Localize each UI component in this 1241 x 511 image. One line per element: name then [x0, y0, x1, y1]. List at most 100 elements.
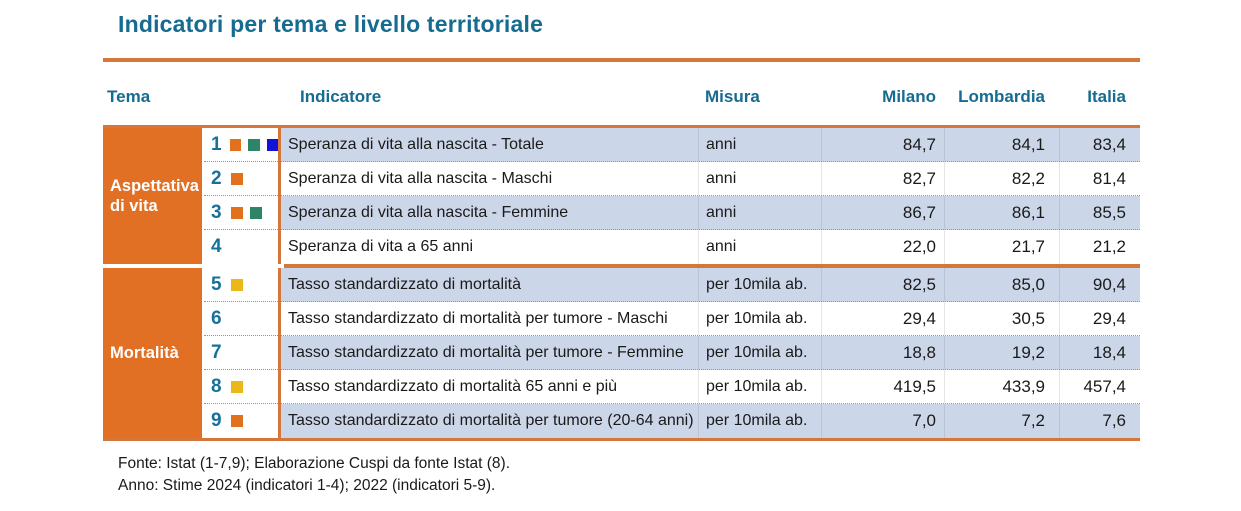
indicator-cell: Tasso standardizzato di mortalità per tu…	[288, 343, 684, 361]
column-header-italia: Italia	[1087, 87, 1126, 106]
lombardia-value: 86,1	[944, 196, 1059, 229]
section-rows: Speranza di vita alla nascita - Totale an…	[281, 128, 1140, 264]
milano-value: 18,8	[821, 336, 944, 369]
misura-cell: anni	[698, 196, 821, 229]
section-divider-rule	[284, 264, 1140, 268]
indicator-number: 1	[211, 133, 222, 155]
italia-value: 90,4	[1059, 268, 1140, 301]
indicator-number-cell: 7	[204, 336, 278, 370]
column-header-tema: Tema	[107, 87, 151, 106]
misura-cell: per 10mila ab.	[698, 302, 821, 335]
lombardia-value: 21,7	[944, 230, 1059, 264]
lombardia-value: 7,2	[944, 404, 1059, 438]
lombardia-value: 82,2	[944, 162, 1059, 195]
misura-cell: anni	[698, 162, 821, 195]
indicator-number: 8	[211, 375, 222, 397]
lombardia-value: 19,2	[944, 336, 1059, 369]
milano-value: 86,7	[821, 196, 944, 229]
indicator-number: 9	[211, 410, 222, 431]
yellow-square-icon	[231, 380, 243, 393]
misura-cell: per 10mila ab.	[698, 370, 821, 403]
green-square-icon	[248, 138, 260, 151]
orange-square-icon	[231, 206, 243, 219]
italia-value: 81,4	[1059, 162, 1140, 195]
lombardia-value: 84,1	[944, 128, 1059, 161]
column-header-indicatore: Indicatore	[300, 87, 382, 106]
misura-cell: per 10mila ab.	[698, 268, 821, 301]
indicator-number-cell: 3	[204, 196, 278, 230]
italia-value: 21,2	[1059, 230, 1140, 264]
italia-value: 83,4	[1059, 128, 1140, 161]
indicator-number-cell: 8	[204, 370, 278, 404]
indicator-number-cell: 1	[204, 128, 278, 162]
table-row: Speranza di vita a 65 anni anni 22,0 21,7 21…	[281, 230, 1140, 264]
misura-cell: per 10mila ab.	[698, 336, 821, 369]
milano-value: 419,5	[821, 370, 944, 403]
misura-cell: anni	[698, 128, 821, 161]
indicator-number: 6	[211, 307, 222, 329]
indicator-number-cell: 9	[204, 404, 278, 438]
orange-square-icon	[230, 138, 242, 151]
indicator-cell: Speranza di vita alla nascita - Maschi	[288, 169, 553, 187]
yellow-square-icon	[231, 278, 243, 291]
table-row: Tasso standardizzato di mortalità per 10m…	[281, 268, 1140, 302]
indicator-cell: Tasso standardizzato di mortalità per tu…	[288, 309, 668, 327]
indicator-number-column: 1 2 3 4	[204, 128, 281, 264]
indicator-number: 5	[211, 273, 222, 295]
title-rule	[103, 58, 1140, 62]
table-row: Tasso standardizzato di mortalità 65 ann…	[281, 370, 1140, 404]
italia-value: 18,4	[1059, 336, 1140, 369]
table-row: Tasso standardizzato di mortalità per tu…	[281, 302, 1140, 336]
italia-value: 85,5	[1059, 196, 1140, 229]
indicator-number-cell: 5	[204, 268, 278, 302]
orange-square-icon	[231, 415, 243, 427]
lombardia-value: 433,9	[944, 370, 1059, 403]
indicator-cell: Speranza di vita alla nascita - Totale	[288, 135, 544, 153]
table-row: Speranza di vita alla nascita - Totale an…	[281, 128, 1140, 162]
milano-value: 82,7	[821, 162, 944, 195]
footer-anno: Anno: Stime 2024 (indicatori 1-4); 2022 …	[118, 477, 496, 494]
theme-label: Mortalità	[103, 268, 204, 438]
indicator-number-cell: 2	[204, 162, 278, 196]
table-row: Tasso standardizzato di mortalità per tu…	[281, 336, 1140, 370]
blue-square-icon	[266, 138, 278, 151]
indicator-cell: Speranza di vita a 65 anni	[288, 238, 474, 255]
indicator-number: 7	[211, 341, 222, 363]
page-title: Indicatori per tema e livello territoria…	[118, 11, 544, 37]
lombardia-value: 85,0	[944, 268, 1059, 301]
section-divider-gap	[103, 264, 284, 268]
italia-value: 7,6	[1059, 404, 1140, 438]
column-header-lombardia: Lombardia	[958, 87, 1045, 106]
section-divider	[103, 264, 1140, 268]
section-rows: Tasso standardizzato di mortalità per 10m…	[281, 268, 1140, 438]
footer-fonte: Fonte: Istat (1-7,9); Elaborazione Cuspi…	[118, 455, 511, 472]
indicator-number: 4	[211, 236, 222, 257]
misura-cell: per 10mila ab.	[698, 404, 821, 438]
indicator-number-cell: 4	[204, 230, 278, 264]
milano-value: 29,4	[821, 302, 944, 335]
italia-value: 457,4	[1059, 370, 1140, 403]
indicator-number-column: 5 6 7 8 9	[204, 268, 281, 438]
column-header-misura: Misura	[705, 87, 760, 106]
indicator-cell: Tasso standardizzato di mortalità	[288, 275, 521, 293]
milano-value: 84,7	[821, 128, 944, 161]
indicator-number-cell: 6	[204, 302, 278, 336]
indicator-cell: Tasso standardizzato di mortalità per tu…	[288, 412, 694, 429]
indicator-cell: Speranza di vita alla nascita - Femmine	[288, 203, 569, 221]
orange-square-icon	[231, 172, 243, 185]
table-row: Tasso standardizzato di mortalità per tu…	[281, 404, 1140, 438]
milano-value: 82,5	[821, 268, 944, 301]
column-header-row: Tema Indicatore Misura Milano Lombardia …	[103, 76, 1140, 118]
theme-label: Aspettativa di vita	[103, 128, 204, 264]
theme-section: Mortalità 5 6 7 8 9 Tasso standardizzato di mo…	[103, 268, 1140, 438]
indicator-number: 3	[211, 201, 222, 223]
table-footer: Fonte: Istat (1-7,9); Elaborazione Cuspi…	[118, 453, 510, 497]
table-row: Speranza di vita alla nascita - Maschi an…	[281, 162, 1140, 196]
milano-value: 7,0	[821, 404, 944, 438]
milano-value: 22,0	[821, 230, 944, 264]
column-header-milano: Milano	[882, 87, 936, 106]
indicator-number: 2	[211, 167, 222, 189]
green-square-icon	[250, 206, 262, 219]
theme-section: Aspettativa di vita 1 2 3 4 Speranza di vita …	[103, 128, 1140, 264]
